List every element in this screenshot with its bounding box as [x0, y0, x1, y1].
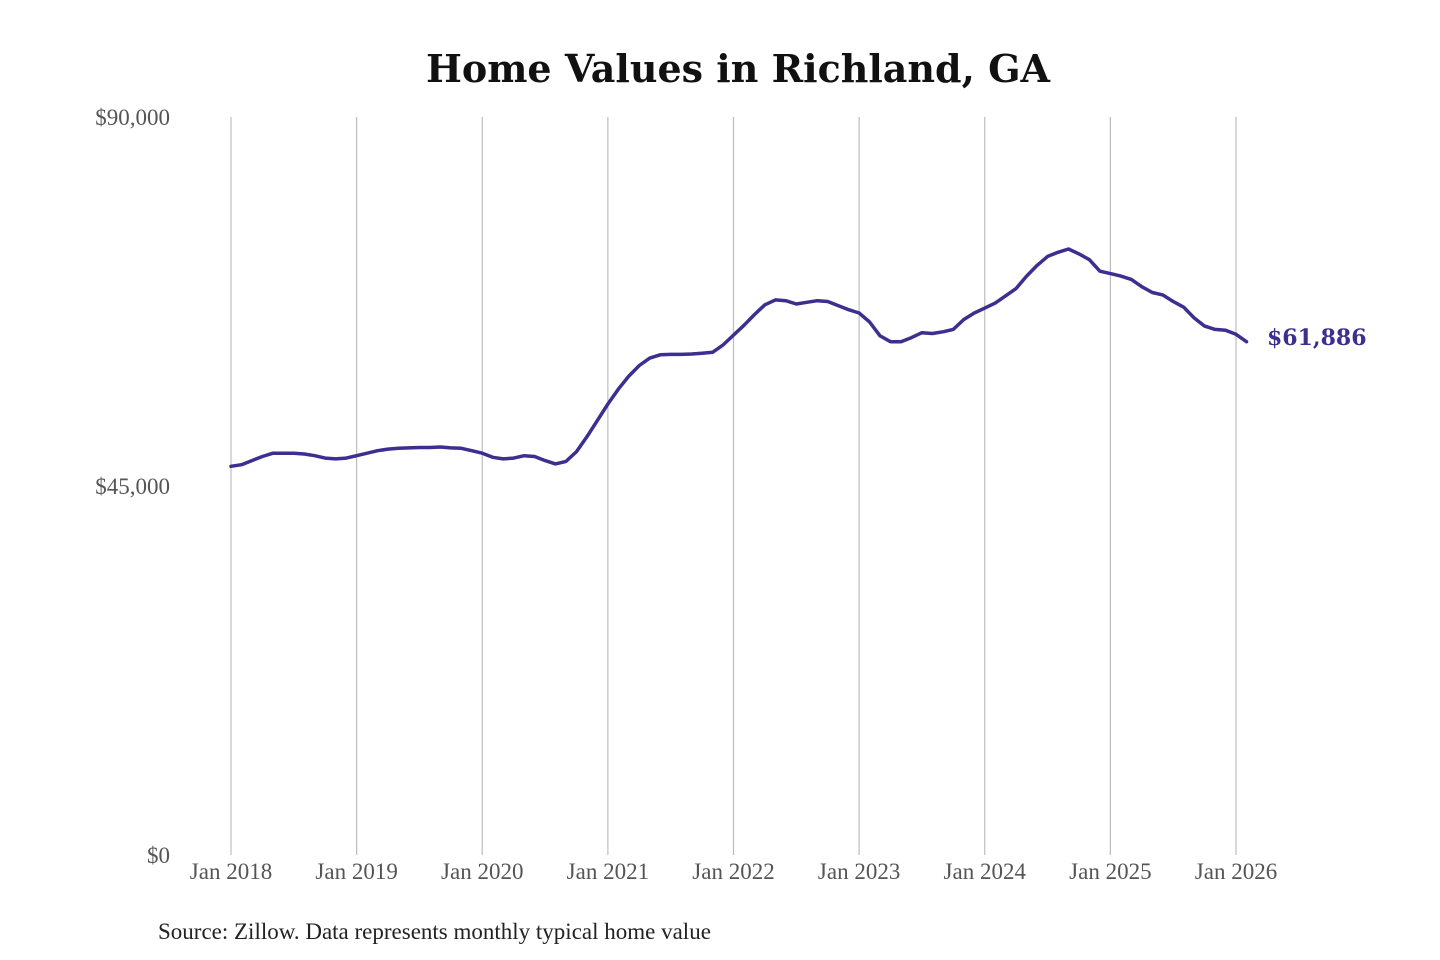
x-tick-label: Jan 2024 — [944, 859, 1027, 884]
x-tick-label: Jan 2019 — [315, 859, 397, 884]
x-tick-label: Jan 2021 — [567, 859, 649, 884]
source-note: Source: Zillow. Data represents monthly … — [158, 919, 711, 944]
x-tick-label: Jan 2026 — [1195, 859, 1277, 884]
x-tick-label: Jan 2023 — [818, 859, 900, 884]
x-tick-label: Jan 2025 — [1069, 859, 1151, 884]
y-tick-label: $0 — [147, 843, 170, 868]
x-tick-label: Jan 2022 — [692, 859, 774, 884]
x-axis-ticks: Jan 2018 Jan 2019 Jan 2020 Jan 2021 Jan 2022… — [190, 859, 1277, 884]
y-tick-label: $45,000 — [95, 474, 170, 499]
latest-value-label: $61,886 — [1267, 325, 1367, 351]
gridlines — [230, 117, 1237, 855]
chart-title: Home Values in Richland, GA — [426, 46, 1051, 91]
y-tick-label: $90,000 — [95, 105, 170, 130]
home-value-line — [229, 247, 1249, 469]
x-tick-label: Jan 2018 — [190, 859, 272, 884]
x-tick-label: Jan 2020 — [441, 859, 523, 884]
y-axis-ticks: $0 $45,000 $90,000 — [95, 105, 170, 868]
